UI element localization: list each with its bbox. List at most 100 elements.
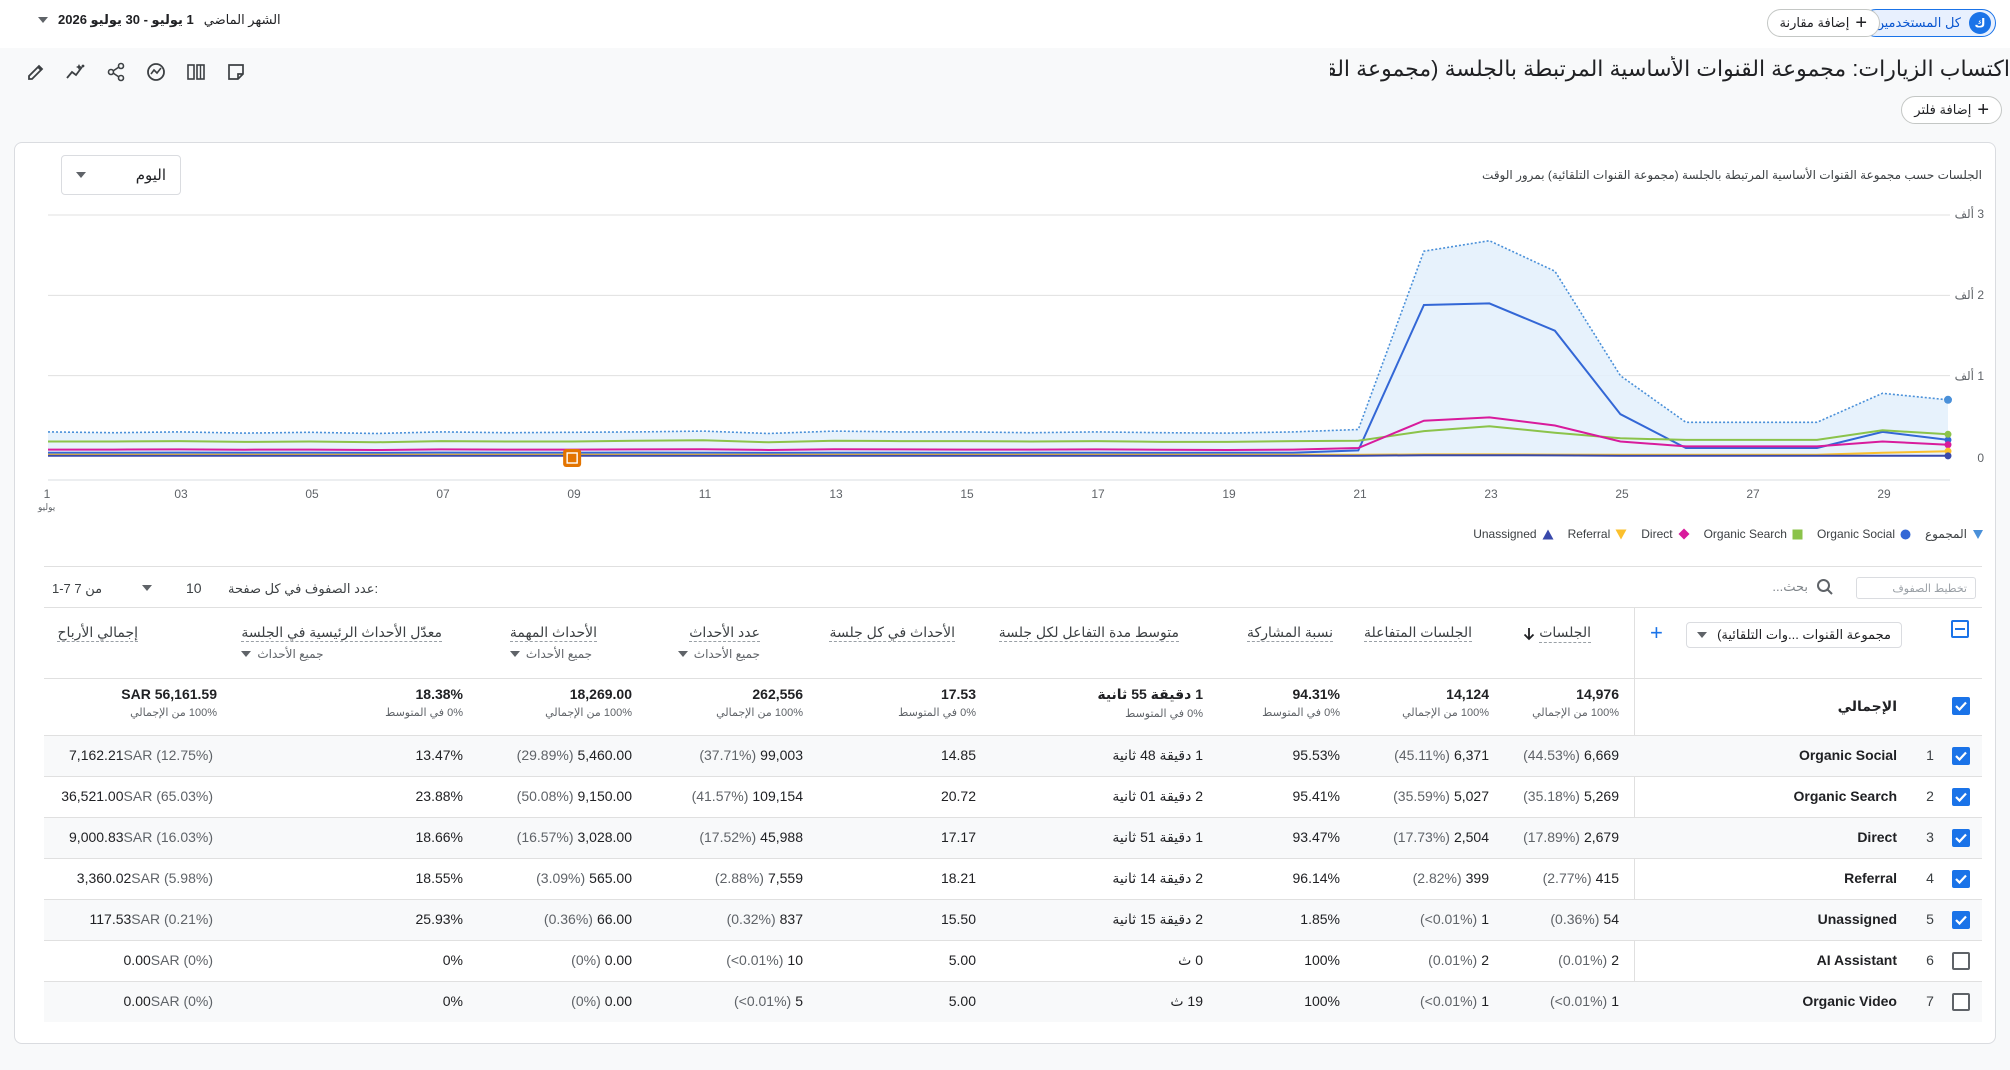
totals-value: 94.31% — [1292, 686, 1340, 702]
cell-sessions: 1(0.01%>) — [1550, 993, 1619, 1009]
row-checkbox[interactable] — [1952, 993, 1970, 1011]
legend-organic-search[interactable]: Organic Search — [1704, 527, 1803, 541]
segment-avatar: ك — [1969, 12, 1991, 34]
table-row[interactable] — [44, 981, 1982, 1022]
cell-value: 2 دقيقة 14 ثانية — [1112, 870, 1203, 886]
legend-organic-social[interactable]: Organic Social — [1817, 527, 1911, 541]
cell-value: 25.93% — [415, 911, 463, 927]
legend-unassigned[interactable]: Unassigned — [1473, 527, 1554, 541]
cell-percent: (37.71%) — [699, 747, 757, 763]
header-avg-engagement-time[interactable]: متوسط مدة التفاعل لكل جلسة — [998, 624, 1179, 642]
table-row[interactable] — [44, 858, 1982, 899]
add-comparison-button[interactable]: + إضافة مقارنة — [1766, 9, 1880, 37]
all-users-chip[interactable]: ك كل المستخدمين — [1861, 9, 1996, 37]
row-checkbox[interactable] — [1952, 952, 1970, 970]
row-label[interactable]: Organic Search — [1793, 788, 1898, 804]
cell-value: 565.00 — [589, 870, 632, 886]
table-row[interactable] — [44, 735, 1982, 776]
header-engagement-rate[interactable]: نسبة المشاركة — [1247, 624, 1333, 642]
row-label[interactable]: Organic Social — [1798, 747, 1897, 763]
share-icon[interactable] — [102, 58, 130, 86]
row-label[interactable]: Referral — [1844, 870, 1897, 886]
chart-legend: المجموع Organic Social Organic Search Di… — [1465, 527, 1984, 541]
cell-percent: SAR (16.03%) — [123, 829, 213, 845]
row-label[interactable]: Organic Video — [1802, 993, 1897, 1009]
row-label[interactable]: Unassigned — [1817, 911, 1897, 927]
row-label[interactable]: AI Assistant — [1816, 952, 1897, 968]
cell-value: 1 دقيقة 48 ثانية — [1112, 747, 1203, 763]
cell-percent: (0.36%) — [543, 911, 593, 927]
plus-icon: + — [1855, 12, 1867, 34]
cell-engaged: 399(2.82%) — [1413, 870, 1489, 886]
cell-value: 45,988 — [760, 829, 803, 845]
table-search[interactable]: بحث... — [1772, 578, 1834, 596]
legend-referral[interactable]: Referral — [1568, 527, 1628, 541]
totals-checkbox[interactable] — [1952, 697, 1970, 715]
series-end-marker — [1944, 452, 1952, 460]
y-tick-label: 3 ألف — [1954, 207, 1984, 221]
cell-revenue: 7,162.21SAR (12.75%) — [69, 747, 217, 763]
series-line-organic-social — [48, 302, 1949, 454]
cell-avg-time: 19 ث — [1170, 993, 1203, 1010]
totals-sub: 100% من الإجمالي — [545, 707, 632, 719]
table-row[interactable] — [44, 776, 1982, 817]
totals-sub: 0% في المتوسط — [898, 707, 976, 719]
row-label[interactable]: Direct — [1857, 829, 1897, 845]
search-placeholder: بحث... — [1772, 579, 1808, 594]
table-row[interactable] — [44, 899, 1982, 940]
granularity-select[interactable]: اليوم — [61, 155, 181, 195]
cell-event-count: 837(0.32%) — [727, 911, 803, 927]
edit-icon[interactable] — [22, 58, 50, 86]
x-tick-label: 13 — [829, 487, 843, 501]
cell-events-per-session: 18.21 — [941, 870, 976, 886]
header-sessions[interactable]: الجلسات — [1523, 624, 1591, 643]
row-checkbox[interactable] — [1952, 788, 1970, 806]
cell-revenue: 9,000.83SAR (16.03%) — [69, 829, 217, 845]
row-checkbox[interactable] — [1952, 911, 1970, 929]
select-all-checkbox[interactable] — [1951, 620, 1969, 638]
row-checkbox[interactable] — [1952, 829, 1970, 847]
row-filter-input[interactable]: تخطيط الصفوف — [1856, 577, 1976, 599]
table-row[interactable] — [44, 817, 1982, 858]
cell-value: 6,669 — [1583, 747, 1619, 763]
cell-value: 17.17 — [940, 829, 976, 845]
header-key-events[interactable]: الأحداث المهمة جميع الأحداث — [509, 624, 597, 661]
legend-direct[interactable]: Direct — [1641, 527, 1690, 541]
cell-percent: SAR (0%) — [150, 993, 213, 1009]
annotation-icon[interactable] — [563, 449, 582, 467]
add-dimension-icon[interactable]: + — [1650, 620, 1663, 645]
rows-per-page-select[interactable]: 10 — [142, 580, 202, 596]
add-filter-button[interactable]: + إضافة فلتر — [1901, 96, 2002, 124]
header-engaged-sessions[interactable]: الجلسات المتفاعلة — [1364, 624, 1472, 642]
rows-per-page-value: 10 — [186, 580, 202, 596]
insights-icon[interactable] — [62, 58, 90, 86]
legend-total[interactable]: المجموع — [1925, 527, 1984, 541]
customize-report-icon[interactable] — [182, 58, 210, 86]
cell-value: 2 — [1481, 952, 1489, 968]
x-tick-label: 25 — [1615, 487, 1629, 501]
note-icon[interactable] — [222, 58, 250, 86]
compare-icon[interactable] — [142, 58, 170, 86]
header-events-per-session[interactable]: الأحداث في كل جلسة — [829, 624, 955, 642]
cell-engagement-rate: 96.14% — [1293, 870, 1340, 886]
header-key-event-rate[interactable]: معدّل الأحداث الرئيسية في الجلسة جميع ال… — [241, 624, 442, 661]
divider — [44, 678, 1982, 679]
cell-value: 0.00 — [604, 993, 632, 1009]
totals-value: 17.53 — [940, 686, 976, 702]
totals-revenue: SAR 56,161.59 100% من الإجمالي — [121, 686, 217, 719]
cell-percent: (35.59%) — [1393, 788, 1450, 804]
header-total-revenue[interactable]: إجمالي الأرباح — [57, 624, 138, 642]
chevron-down-icon[interactable] — [509, 651, 520, 657]
cell-key-rate: 0% — [443, 993, 463, 1009]
row-checkbox[interactable] — [1952, 870, 1970, 888]
chevron-down-icon[interactable] — [677, 651, 688, 657]
cell-events-per-session: 15.50 — [941, 911, 976, 927]
header-event-count[interactable]: عدد الأحداث جميع الأحداث — [677, 624, 760, 661]
row-checkbox[interactable] — [1952, 747, 1970, 765]
chevron-down-icon[interactable] — [241, 651, 252, 657]
dimension-select[interactable]: مجموعة القنوات ...وات التلقائية) — [1686, 622, 1902, 648]
cell-engagement-rate: 1.85% — [1300, 911, 1340, 927]
cell-value: 0% — [442, 952, 463, 968]
table-row[interactable] — [44, 940, 1982, 981]
date-range-picker[interactable]: الشهر الماضي 1 يوليو - 30 يوليو 2026 — [38, 12, 281, 28]
